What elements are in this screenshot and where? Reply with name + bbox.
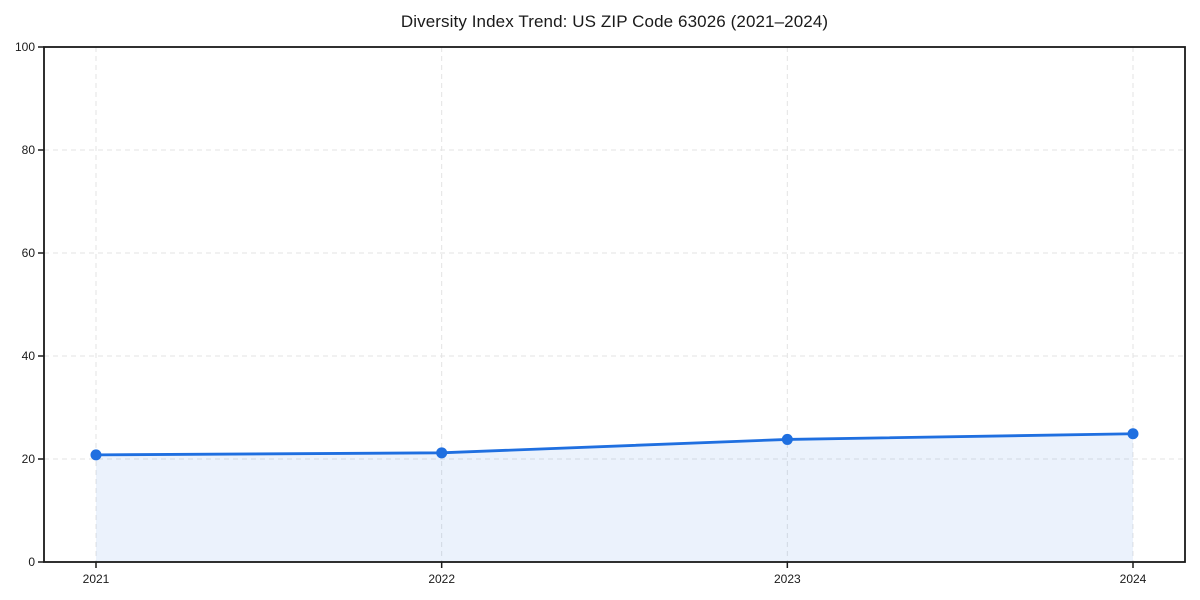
plot-border: [43, 46, 1186, 563]
series-area-fill: [96, 433, 1133, 562]
data-point-marker: [90, 449, 102, 461]
x-axis-tick-label: 2021: [83, 572, 110, 586]
y-axis-tick-label: 0: [28, 555, 35, 569]
chart-title: Diversity Index Trend: US ZIP Code 63026…: [400, 12, 829, 31]
x-axis-tick-label: 2024: [1120, 572, 1147, 586]
y-axis-tick-label: 80: [22, 143, 36, 157]
y-axis-tick-label: 100: [15, 40, 35, 54]
data-point-marker: [1127, 428, 1139, 440]
x-axis-tick-label: 2023: [774, 572, 801, 586]
x-axis-tick-label: 2022: [428, 572, 455, 586]
y-axis-tick-label: 40: [22, 349, 36, 363]
data-point-marker: [436, 447, 448, 459]
y-axis-tick-label: 20: [22, 452, 36, 466]
data-point-marker: [781, 433, 793, 445]
series-line: [94, 432, 1135, 457]
y-axis-tick-label: 60: [22, 246, 36, 260]
